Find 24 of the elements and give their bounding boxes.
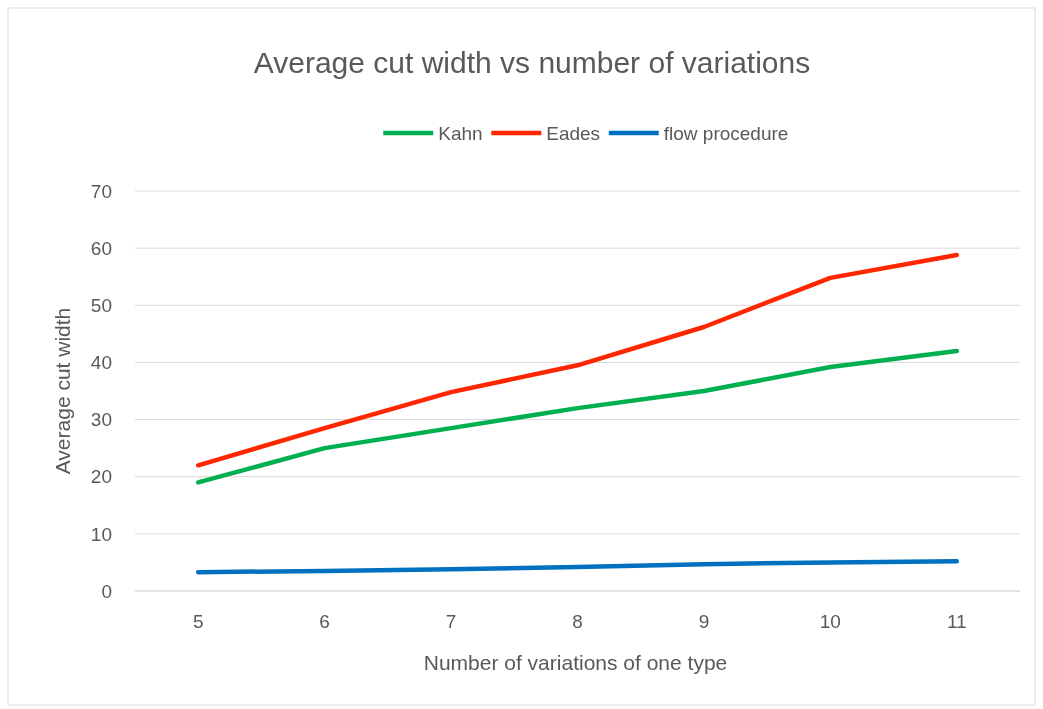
x-axis-title: Number of variations of one type bbox=[423, 651, 728, 674]
y-tick-label: 20 bbox=[90, 466, 112, 488]
y-tick-label: 10 bbox=[90, 523, 112, 545]
chart-title: Average cut width vs number of variations bbox=[253, 46, 811, 79]
line-series bbox=[195, 348, 960, 485]
y-axis-title: Average cut width bbox=[51, 307, 74, 475]
legend-label: Eades bbox=[546, 122, 601, 144]
legend-label: Kahn bbox=[438, 122, 483, 144]
legend-label: flow procedure bbox=[663, 122, 789, 144]
y-tick-label: 60 bbox=[90, 237, 112, 259]
y-tick-label: 30 bbox=[90, 409, 112, 431]
x-tick-label: 8 bbox=[572, 611, 583, 632]
x-tick-label: 10 bbox=[819, 611, 841, 632]
x-tick-label: 6 bbox=[319, 611, 330, 632]
line-series bbox=[195, 252, 960, 468]
y-tick-label: 50 bbox=[90, 294, 112, 316]
x-tick-label: 9 bbox=[698, 611, 710, 632]
y-tick-label: 0 bbox=[101, 580, 112, 602]
x-tick-label: 11 bbox=[946, 611, 967, 632]
y-tick-label: 40 bbox=[90, 352, 112, 374]
line-series bbox=[195, 559, 960, 575]
x-tick-label: 5 bbox=[192, 611, 204, 632]
y-tick-label: 70 bbox=[90, 180, 112, 202]
x-tick-label: 7 bbox=[445, 611, 457, 632]
